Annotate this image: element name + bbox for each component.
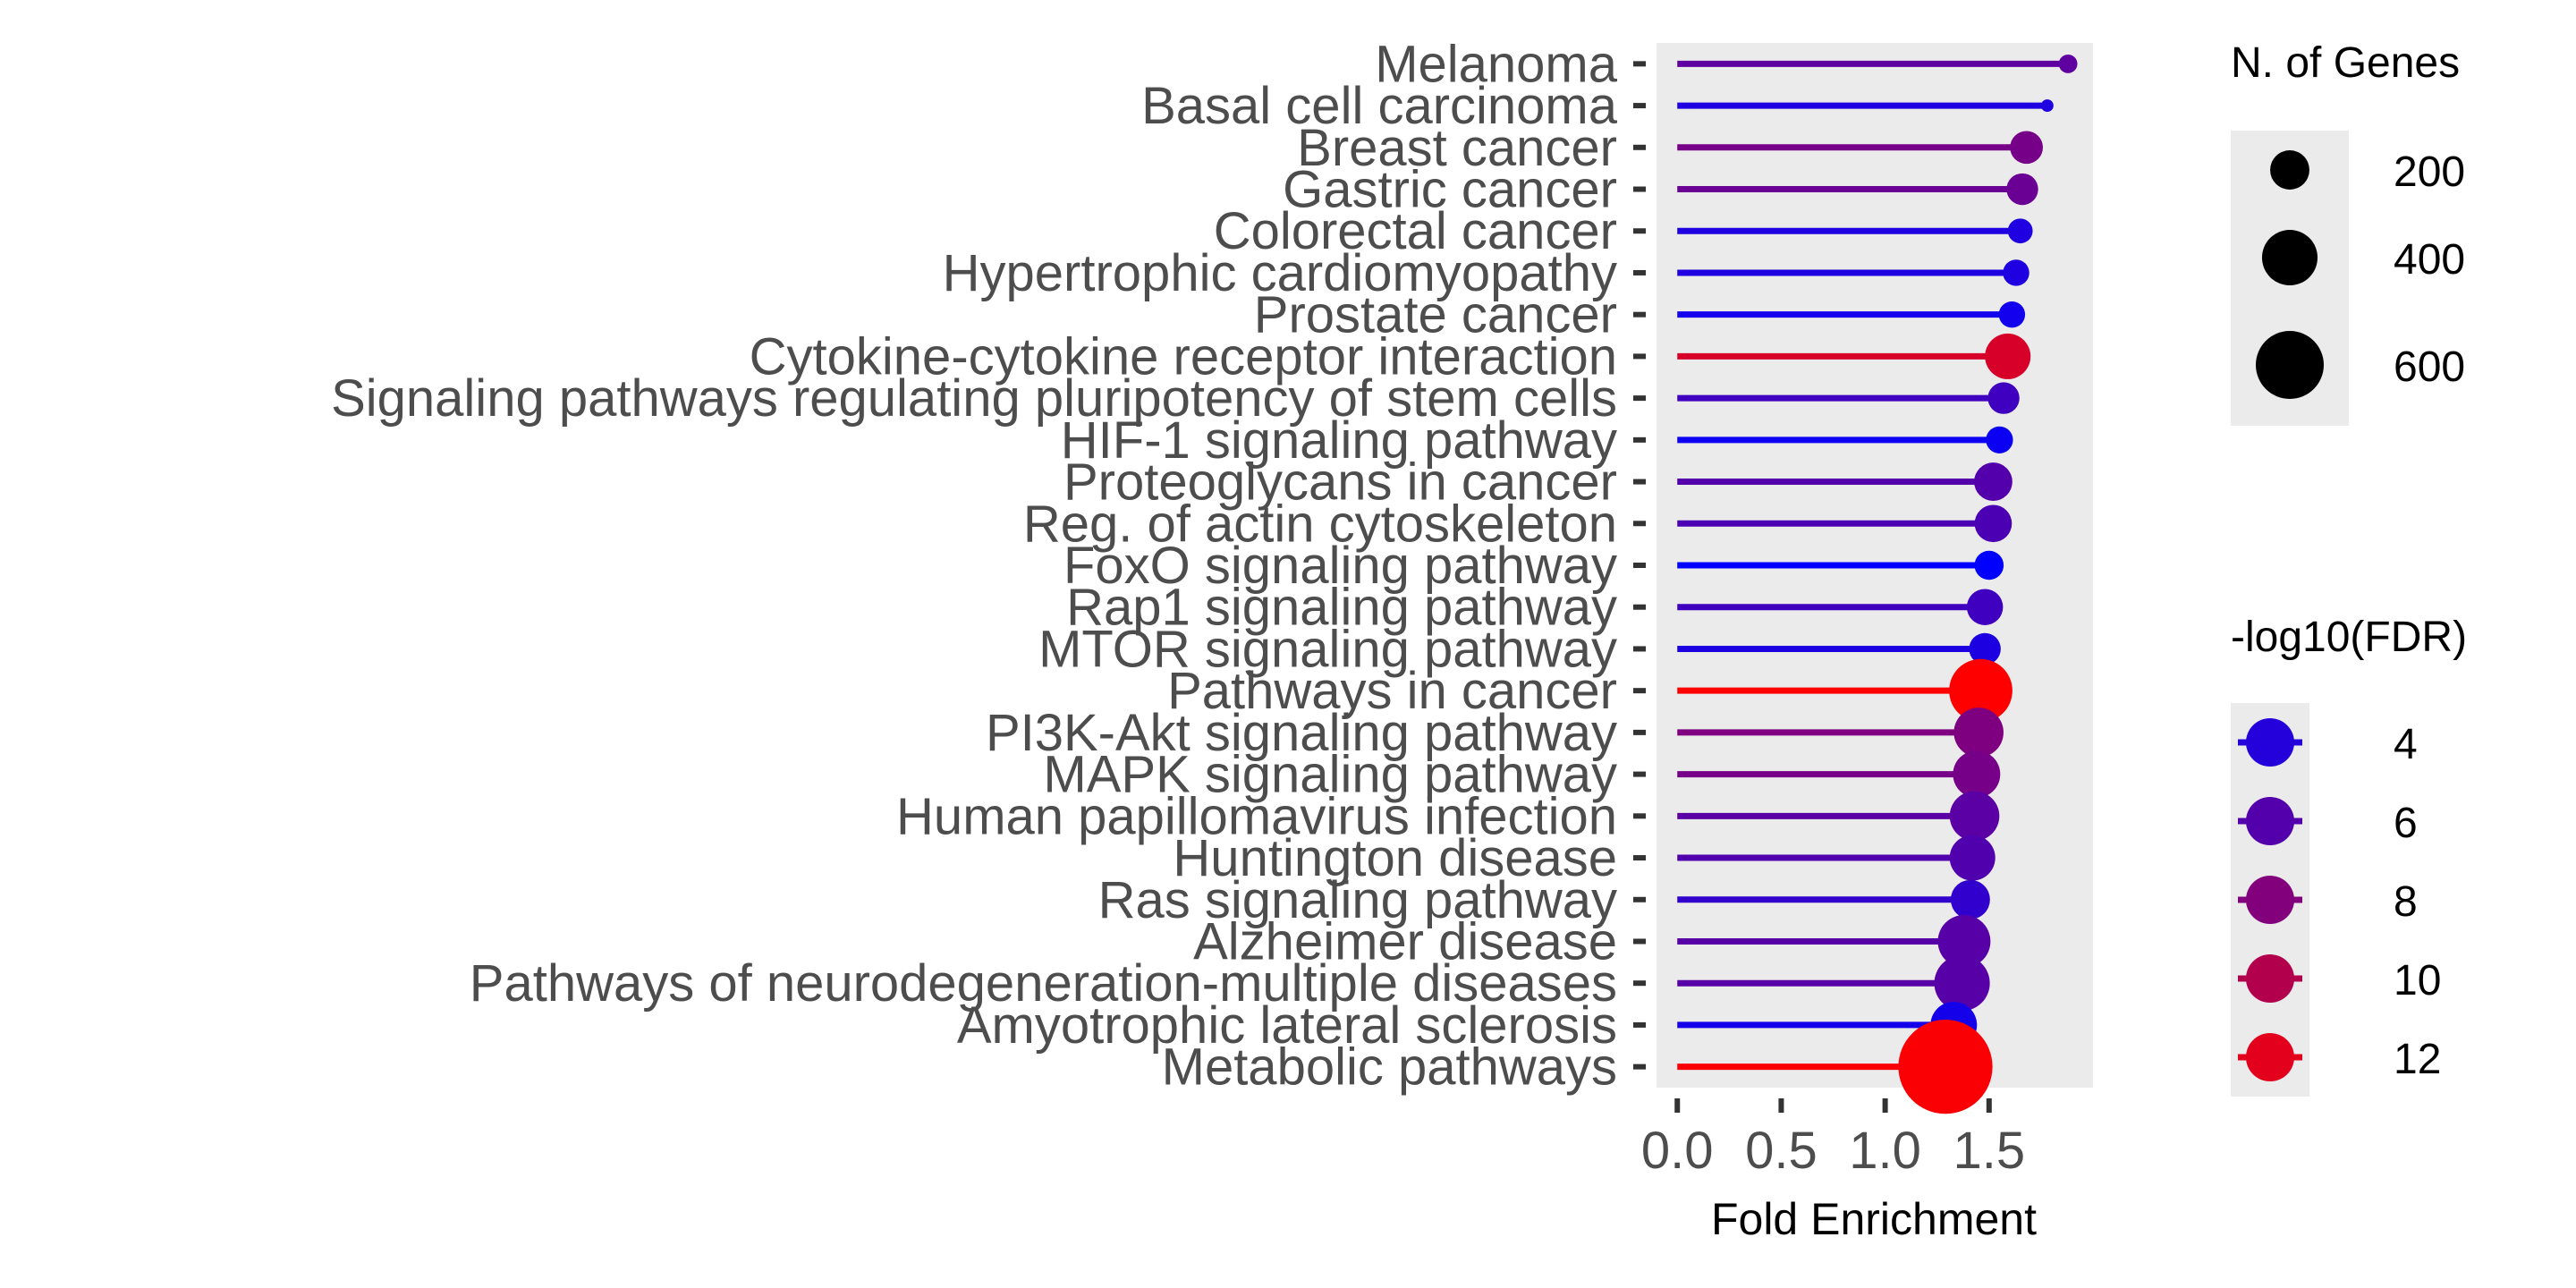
lollipop-point — [1949, 835, 1996, 881]
lollipop-points — [1898, 54, 2078, 1114]
x-tick-label: 1.5 — [1953, 1122, 2025, 1180]
lollipop-stems — [1677, 60, 2069, 1071]
color-legend-label: 8 — [2394, 878, 2418, 926]
lollipop-point — [2007, 218, 2033, 244]
lollipop-point — [1937, 915, 1991, 968]
x-axis: 0.0 0.5 1.0 1.5 — [1641, 1098, 2025, 1180]
y-tick-label: Proteoglycans in cancer — [1063, 453, 1617, 512]
y-tick-label: Huntington disease — [1173, 829, 1617, 887]
y-tick-label: Colorectal cancer — [1214, 202, 1617, 260]
color-legend-dot — [2246, 1033, 2294, 1081]
y-tick-label: Amyotrophic lateral sclerosis — [957, 996, 1617, 1055]
y-tick-label: Reg. of actin cytoskeleton — [1023, 495, 1617, 553]
y-tick-label: Prostate cancer — [1254, 286, 1617, 344]
y-tick-label: PI3K-Akt signaling pathway — [986, 704, 1617, 762]
color-legend-label: 10 — [2394, 957, 2441, 1004]
y-tick-label: Rap1 signaling pathway — [1066, 579, 1617, 637]
lollipop-point — [1966, 589, 2004, 625]
y-tick-label: Cytokine-cytokine receptor interaction — [750, 327, 1617, 386]
lollipop-point — [1974, 504, 2012, 543]
color-legend-title: -log10(FDR) — [2231, 614, 2467, 661]
y-tick-label: Alzheimer disease — [1193, 912, 1617, 970]
color-legend-dot — [2246, 797, 2294, 845]
y-tick-label: Pathways in cancer — [1167, 662, 1617, 720]
y-tick-label: Ras signaling pathway — [1098, 871, 1617, 929]
y-tick-label: FoxO signaling pathway — [1063, 537, 1617, 595]
color-legend-label: 6 — [2394, 800, 2418, 847]
lollipop-point — [1974, 550, 2004, 580]
lollipop-point — [1953, 708, 2004, 758]
lollipop-point — [2006, 173, 2038, 206]
lollipop-point — [2010, 131, 2043, 165]
color-legend-dot — [2246, 954, 2294, 1003]
lollipop-point — [1950, 879, 1990, 919]
x-tick-label: 0.0 — [1641, 1122, 1714, 1180]
y-tick-label: Pathways of neurodegeneration-multiple d… — [470, 954, 1617, 1013]
lollipop-point — [1934, 955, 1990, 1012]
size-legend-title: N. of Genes — [2231, 39, 2460, 87]
lollipop-point — [1974, 462, 2012, 501]
lollipop-point — [1949, 658, 2012, 723]
lollipop-point — [1985, 333, 2031, 379]
x-tick-label: 1.0 — [1849, 1122, 1921, 1180]
lollipop-point — [2003, 259, 2029, 286]
size-legend-dot — [2261, 229, 2318, 286]
color-legend-keys: 4 6 8 10 12 — [2238, 718, 2441, 1083]
lollipop-point — [2040, 99, 2054, 113]
x-axis-title: Fold Enrichment — [1711, 1194, 2037, 1244]
y-tick-label: Signaling pathways regulating pluripoten… — [331, 369, 1617, 428]
color-legend-label: 4 — [2394, 721, 2418, 768]
lollipop-point — [1986, 426, 2013, 453]
lollipop-point — [1949, 791, 2000, 842]
lollipop-point — [1953, 750, 2001, 799]
lollipop-point — [1998, 301, 2026, 328]
size-legend-dot — [2256, 331, 2324, 399]
y-tick-label: Hypertrophic cardiomyopathy — [943, 244, 1617, 302]
color-legend-dot — [2246, 876, 2294, 924]
y-tick-label: HIF-1 signaling pathway — [1061, 411, 1617, 470]
color-legend-label: 12 — [2394, 1036, 2441, 1083]
size-legend-label: 400 — [2394, 236, 2465, 284]
y-tick-label: MAPK signaling pathway — [1043, 746, 1617, 804]
lollipop-point — [1898, 1020, 1993, 1114]
color-legend: -log10(FDR) 4 6 8 10 12 — [2231, 614, 2467, 1097]
size-legend-dot — [2270, 150, 2309, 190]
size-legend-label: 600 — [2394, 343, 2465, 391]
y-tick-label: Metabolic pathways — [1162, 1038, 1617, 1097]
size-legend-keys: 200 400 600 — [2256, 148, 2465, 399]
color-legend-dot — [2246, 718, 2294, 767]
lollipop-point — [1969, 632, 2001, 665]
y-tick-label: Basal cell carcinoma — [1141, 77, 1618, 135]
size-legend-label: 200 — [2394, 148, 2465, 196]
y-tick-label: Human papillomavirus infection — [896, 787, 1617, 845]
x-tick-label: 0.5 — [1745, 1122, 1818, 1180]
size-legend: N. of Genes 200 400 600 — [2231, 39, 2465, 426]
lollipop-point — [2058, 54, 2078, 73]
lollipop-point — [1987, 382, 2020, 414]
y-tick-label: Gastric cancer — [1283, 161, 1617, 219]
y-tick-label: Breast cancer — [1297, 119, 1617, 177]
y-tick-label: Melanoma — [1375, 35, 1618, 93]
y-tick-label: MTOR signaling pathway — [1038, 620, 1617, 678]
